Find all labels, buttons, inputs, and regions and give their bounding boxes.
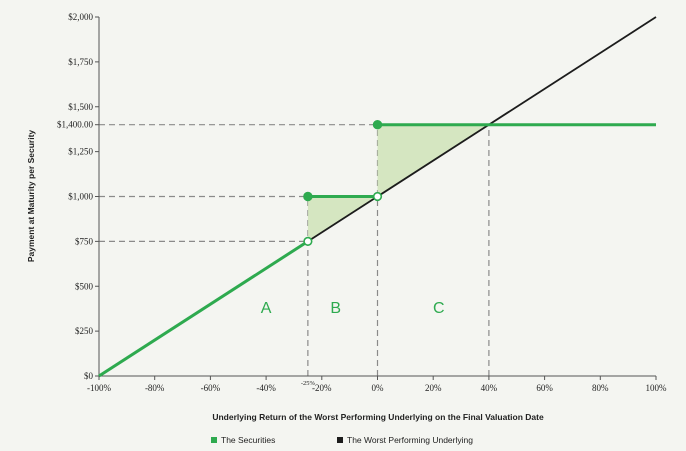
y-axis-title: Payment at Maturity per Security xyxy=(26,130,36,263)
axes xyxy=(95,16,657,380)
y-tick-label: $1,500 xyxy=(68,102,93,112)
open-point-1 xyxy=(372,191,383,202)
y-tick-label: $1,750 xyxy=(68,57,93,67)
legend-label-underlying: The Worst Performing Underlying xyxy=(347,435,473,445)
x-tick-label-extra: -25% xyxy=(301,380,316,387)
x-tick-label: -80% xyxy=(145,383,165,393)
x-tick-label: -100% xyxy=(87,383,111,393)
legend: The Securities The Worst Performing Unde… xyxy=(211,435,473,445)
y-tick-label: $1,250 xyxy=(68,147,93,157)
y-tick-label: $2,000 xyxy=(68,12,93,22)
region-label-b: B xyxy=(330,300,341,317)
y-tick-label: $750 xyxy=(75,236,94,246)
y-tick-label: $500 xyxy=(75,281,94,291)
y-tick-label: $1,000 xyxy=(68,192,93,202)
x-tick-label: -20% xyxy=(312,383,332,393)
legend-swatch-underlying xyxy=(337,437,343,443)
x-tick-label: 100% xyxy=(646,383,668,393)
y-tick-label: $0 xyxy=(84,371,94,381)
open-point-0 xyxy=(303,236,313,246)
region-label-c: C xyxy=(433,300,445,317)
y-tick-label: $250 xyxy=(75,326,94,336)
series-line-securities-0 xyxy=(98,240,309,378)
tick-labels: $0 $250 $500 $750 $1,000 $1,250 $1,500 $1,750 $2… xyxy=(57,12,667,393)
x-tick-label: 60% xyxy=(536,383,553,393)
x-axis-title: Underlying Return of the Worst Performin… xyxy=(212,412,544,422)
legend-label-securities: The Securities xyxy=(221,435,275,445)
filled-point-1 xyxy=(372,120,383,130)
series-markers xyxy=(303,120,383,246)
region-labels: A B C xyxy=(261,300,445,317)
region-label-a: A xyxy=(261,300,272,317)
x-tick-label: 80% xyxy=(592,383,609,393)
x-tick-label: 40% xyxy=(481,383,498,393)
y-tick-label-extra: $1,400.00 xyxy=(57,120,94,130)
filled-point-0 xyxy=(303,191,313,202)
x-tick-label: -60% xyxy=(201,383,221,393)
x-tick-label: 20% xyxy=(425,383,442,393)
legend-swatch-securities xyxy=(211,437,217,443)
x-tick-label: 0% xyxy=(372,383,385,393)
x-tick-label: -40% xyxy=(256,383,276,393)
